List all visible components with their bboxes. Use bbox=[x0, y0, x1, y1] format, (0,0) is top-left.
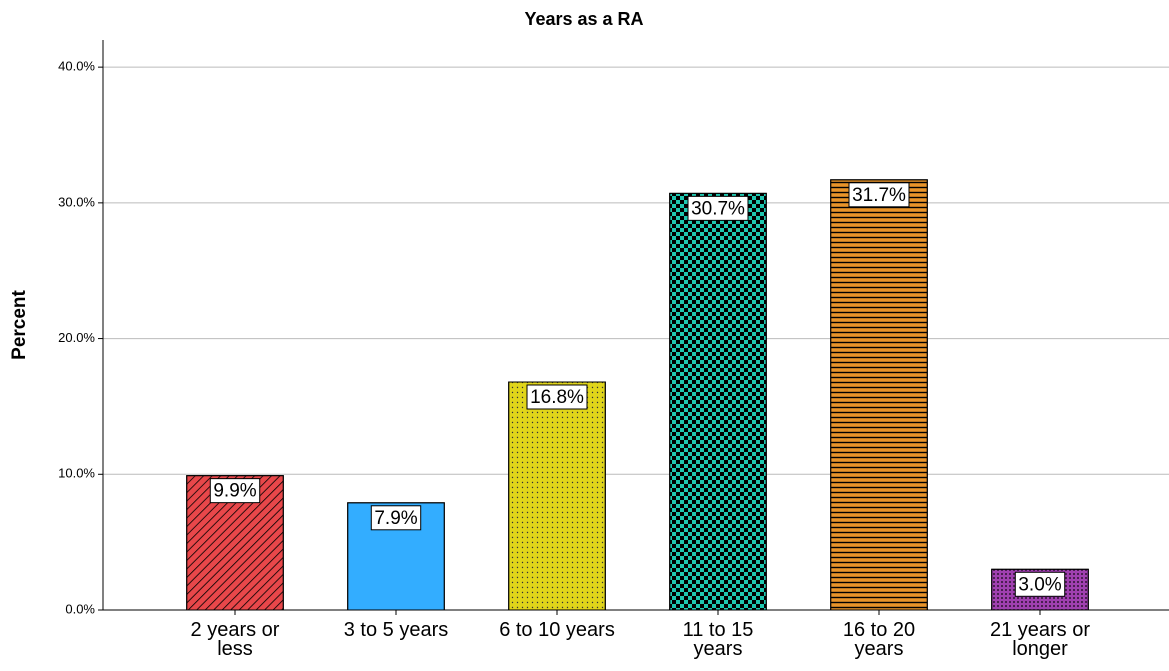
y-tick-label: 30.0% bbox=[58, 194, 95, 209]
x-tick-label: 16 to 20 years bbox=[842, 619, 916, 660]
bar-pattern bbox=[508, 381, 606, 611]
y-tick-label: 0.0% bbox=[65, 601, 95, 616]
value-label: 16.8% bbox=[530, 387, 584, 408]
x-tick-label: 3 to 5 years bbox=[343, 619, 449, 641]
y-axis-label: Percent bbox=[9, 289, 30, 359]
bar-pattern bbox=[669, 192, 767, 611]
value-label: 7.9% bbox=[374, 508, 417, 529]
value-label: 30.7% bbox=[691, 198, 745, 219]
x-tick-label: 11 to 15 years bbox=[682, 619, 754, 660]
value-label: 9.9% bbox=[213, 481, 256, 502]
value-label-box bbox=[1014, 571, 1066, 597]
value-label: 31.7% bbox=[852, 185, 906, 206]
bar-pattern bbox=[830, 179, 928, 611]
value-label-box bbox=[209, 478, 261, 504]
y-tick-label: 20.0% bbox=[58, 330, 95, 345]
x-tick-label: 6 to 10 years bbox=[499, 619, 615, 641]
value-label: 3.0% bbox=[1018, 574, 1061, 595]
chart-title: Years as a RA bbox=[524, 9, 643, 29]
x-tick-label: 21 years or longer bbox=[989, 619, 1091, 660]
value-label-box bbox=[370, 505, 422, 531]
x-tick-label: 2 years or less bbox=[190, 619, 280, 660]
value-label-box bbox=[848, 182, 910, 208]
value-label-box bbox=[526, 384, 588, 410]
y-tick-label: 10.0% bbox=[58, 466, 95, 481]
value-label-box bbox=[687, 195, 749, 221]
y-tick-label: 40.0% bbox=[58, 59, 95, 74]
